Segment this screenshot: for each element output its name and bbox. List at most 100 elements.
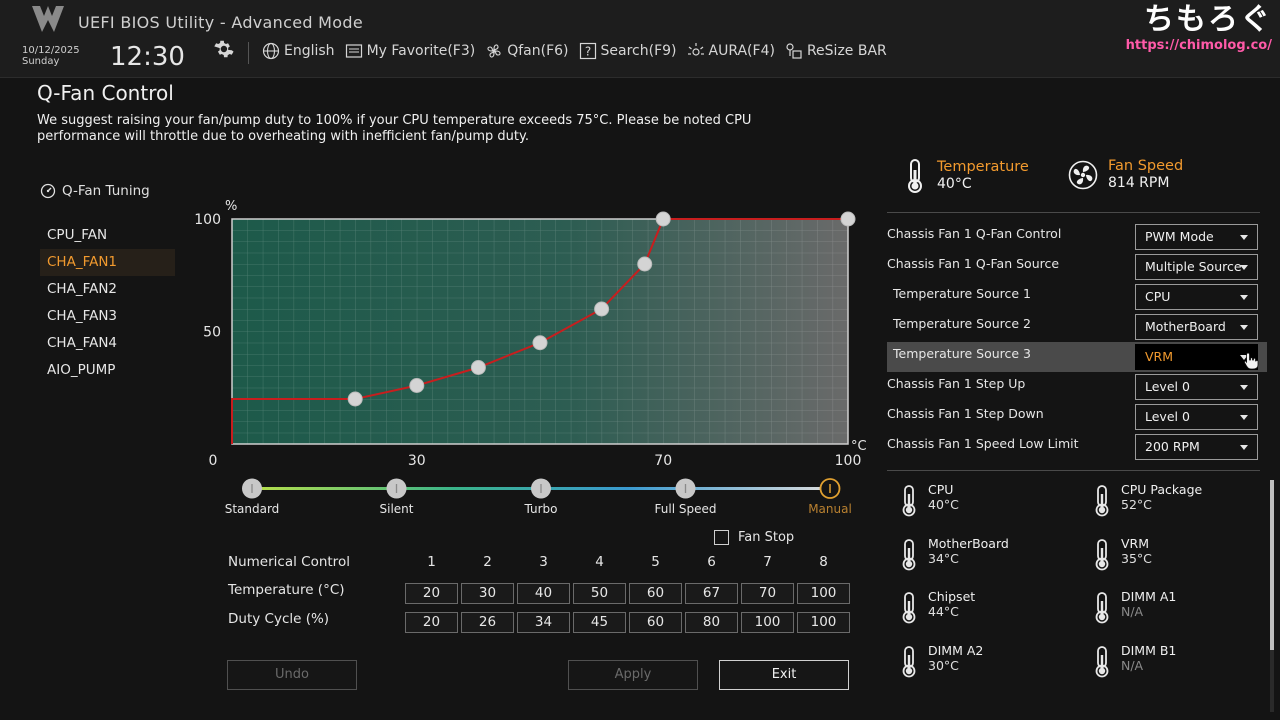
temperature-input[interactable]: 100 bbox=[797, 583, 850, 604]
sensor-text: DIMM A2 30°C bbox=[928, 643, 983, 673]
exit-button[interactable]: Exit bbox=[719, 660, 849, 690]
temperature-status: Temperature 40°C bbox=[903, 158, 1029, 194]
y-tick-label: 50 bbox=[203, 325, 221, 341]
temperature-input[interactable]: 60 bbox=[629, 583, 682, 604]
fan-stop-checkbox[interactable] bbox=[714, 530, 729, 545]
setting-dropdown[interactable]: MotherBoard bbox=[1135, 314, 1258, 340]
top-menu: English My Favorite(F3) Qfan(F6) ? Searc… bbox=[262, 42, 887, 60]
dropdown-value: Level 0 bbox=[1145, 409, 1190, 424]
sensor-item: CPU 40°C bbox=[898, 482, 959, 518]
preset-label[interactable]: Manual bbox=[808, 502, 852, 516]
temperature-input[interactable]: 67 bbox=[685, 583, 738, 604]
setting-row[interactable]: Chassis Fan 1 Q-Fan Control PWM Mode bbox=[887, 222, 1267, 252]
curve-point[interactable] bbox=[840, 211, 856, 227]
curve-point[interactable] bbox=[347, 391, 363, 407]
thermometer-icon bbox=[1095, 592, 1109, 624]
fan-item-cpu-fan[interactable]: CPU_FAN bbox=[47, 227, 108, 243]
fan-item-aio-pump[interactable]: AIO_PUMP bbox=[47, 362, 116, 378]
duty-cycle-input[interactable]: 60 bbox=[629, 612, 682, 633]
dropdown-value: Level 0 bbox=[1145, 379, 1190, 394]
curve-point[interactable] bbox=[655, 211, 671, 227]
preset-label[interactable]: Standard bbox=[224, 502, 280, 516]
setting-row[interactable]: Chassis Fan 1 Q-Fan Source Multiple Sourc… bbox=[887, 252, 1267, 282]
duty-cycle-input[interactable]: 20 bbox=[405, 612, 458, 633]
sensor-name: MotherBoard bbox=[928, 535, 1009, 551]
setting-dropdown[interactable]: CPU bbox=[1135, 284, 1258, 310]
fan-item-cha-fan1[interactable]: CHA_FAN1 bbox=[40, 249, 175, 276]
curve-point[interactable] bbox=[409, 378, 425, 393]
watermark-url: https://chimolog.co/ bbox=[1125, 38, 1272, 53]
menu-item-resize-bar[interactable]: ReSize BAR bbox=[785, 42, 887, 60]
menu-item-my-favorite[interactable]: My Favorite(F3) bbox=[345, 42, 475, 60]
temperature-input[interactable]: 30 bbox=[461, 583, 514, 604]
duty-cycle-input[interactable]: 26 bbox=[461, 612, 514, 633]
fan-item-cha-fan2[interactable]: CHA_FAN2 bbox=[47, 281, 118, 297]
duty-cycle-input[interactable]: 45 bbox=[573, 612, 626, 633]
menu-label: Qfan(F6) bbox=[507, 43, 569, 59]
temperature-input[interactable]: 50 bbox=[573, 583, 626, 604]
sensor-item: VRM 35°C bbox=[1091, 536, 1152, 572]
curve-point[interactable] bbox=[637, 256, 653, 272]
gear-icon[interactable] bbox=[212, 38, 234, 60]
setting-dropdown[interactable]: Level 0 bbox=[1135, 404, 1258, 430]
dropdown-value: Multiple Source bbox=[1145, 259, 1242, 274]
setting-dropdown[interactable]: Level 0 bbox=[1135, 374, 1258, 400]
fan-item-cha-fan3[interactable]: CHA_FAN3 bbox=[47, 308, 118, 324]
chevron-down-icon bbox=[1240, 265, 1248, 270]
qfan-tuning-button[interactable]: Q-Fan Tuning bbox=[40, 183, 150, 199]
app-title: UEFI BIOS Utility - Advanced Mode bbox=[78, 13, 363, 32]
sensor-text: DIMM A1 N/A bbox=[1121, 589, 1176, 619]
duty-cycle-input[interactable]: 100 bbox=[797, 612, 850, 633]
setting-row[interactable]: Temperature Source 1 CPU bbox=[887, 282, 1267, 312]
dropdown-value: 200 RPM bbox=[1145, 439, 1200, 454]
sensor-value: 40°C bbox=[928, 497, 959, 512]
curve-point[interactable] bbox=[532, 335, 548, 351]
preset-slider[interactable] bbox=[200, 472, 880, 522]
curve-point[interactable] bbox=[470, 360, 486, 375]
chevron-down-icon bbox=[1240, 415, 1248, 420]
chevron-down-icon bbox=[1240, 295, 1248, 300]
sensor-item: MotherBoard 34°C bbox=[898, 536, 1009, 572]
preset-label[interactable]: Turbo bbox=[524, 502, 558, 516]
fan-curve-line bbox=[231, 218, 848, 444]
menu-item-search[interactable]: ? Search(F9) bbox=[579, 42, 677, 60]
sensor-scrollbar-thumb[interactable] bbox=[1270, 480, 1274, 650]
sensor-name: Chipset bbox=[928, 589, 976, 604]
temperature-input[interactable]: 70 bbox=[741, 583, 794, 604]
temperature-input[interactable]: 40 bbox=[517, 583, 570, 604]
watermark-text: ちもろぐ bbox=[1144, 2, 1272, 37]
column-number: 2 bbox=[483, 554, 492, 570]
duty-cycle-input[interactable]: 100 bbox=[741, 612, 794, 633]
duty-cycle-input[interactable]: 80 bbox=[685, 612, 738, 633]
chevron-down-icon bbox=[1240, 445, 1248, 450]
menu-item-aura[interactable]: AURA(F4) bbox=[687, 42, 775, 60]
setting-label: Chassis Fan 1 Step Up bbox=[887, 376, 1026, 391]
setting-dropdown[interactable]: 200 RPM bbox=[1135, 434, 1258, 460]
apply-button[interactable]: Apply bbox=[568, 660, 698, 690]
setting-row[interactable]: Chassis Fan 1 Step Down Level 0 bbox=[887, 402, 1267, 432]
duty-cycle-input[interactable]: 34 bbox=[517, 612, 570, 633]
fan-item-cha-fan4[interactable]: CHA_FAN4 bbox=[47, 335, 118, 351]
setting-dropdown[interactable]: Multiple Source bbox=[1135, 254, 1258, 280]
setting-row[interactable]: Temperature Source 3 VRM bbox=[887, 342, 1267, 372]
temperature-input[interactable]: 20 bbox=[405, 583, 458, 604]
top-bar: UEFI BIOS Utility - Advanced Mode 10/12/… bbox=[0, 0, 1280, 78]
sensor-value: 52°C bbox=[1121, 497, 1152, 512]
menu-item-language[interactable]: English bbox=[262, 42, 335, 60]
numerical-control-title: Numerical Control bbox=[228, 554, 350, 570]
menu-item-qfan[interactable]: Qfan(F6) bbox=[485, 42, 569, 60]
fan-curve-chart[interactable]: % °C 50 100 0 30 70 100 bbox=[195, 195, 875, 475]
setting-row[interactable]: Chassis Fan 1 Step Up Level 0 bbox=[887, 372, 1267, 402]
curve-point[interactable] bbox=[594, 301, 610, 317]
fan-stop-toggle[interactable]: Fan Stop bbox=[714, 530, 794, 545]
preset-label[interactable]: Full Speed bbox=[654, 502, 717, 516]
setting-row[interactable]: Temperature Source 2 MotherBoard bbox=[887, 312, 1267, 342]
undo-button[interactable]: Undo bbox=[227, 660, 357, 690]
sensor-name: DIMM A2 bbox=[928, 642, 984, 658]
setting-row[interactable]: Chassis Fan 1 Speed Low Limit 200 RPM bbox=[887, 432, 1267, 462]
setting-dropdown[interactable]: VRM bbox=[1135, 344, 1258, 370]
setting-dropdown[interactable]: PWM Mode bbox=[1135, 224, 1258, 250]
dropdown-value: CPU bbox=[1145, 289, 1171, 304]
preset-label[interactable]: Silent bbox=[379, 502, 414, 516]
y-axis-label: % bbox=[225, 199, 237, 214]
